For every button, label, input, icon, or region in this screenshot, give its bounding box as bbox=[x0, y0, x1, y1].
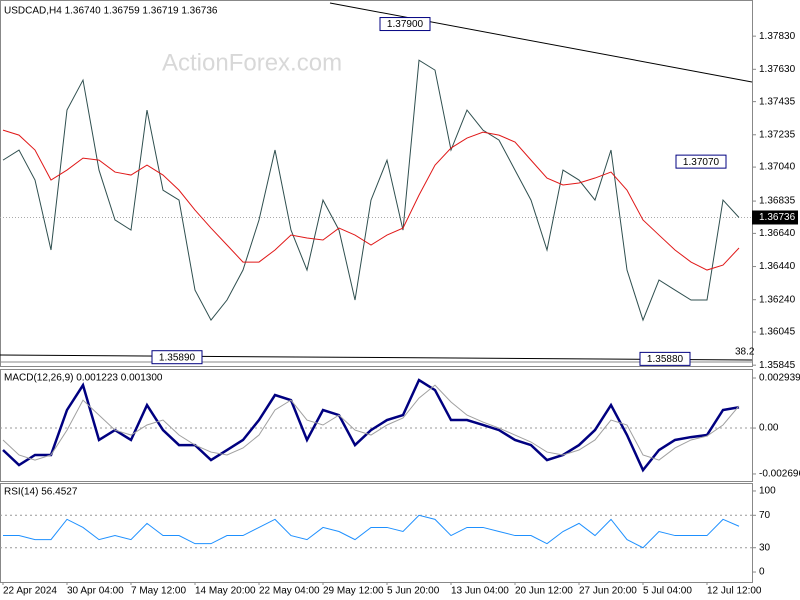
panel-title: USDCAD,H4 1.36740 1.36759 1.36719 1.3673… bbox=[4, 6, 218, 17]
last-price-box bbox=[752, 210, 798, 225]
y-tick-label: -0.002696 bbox=[759, 469, 800, 480]
y-tick-label: 1.36835 bbox=[759, 196, 796, 207]
y-tick-label: 0.002939 bbox=[759, 373, 800, 384]
x-tick-label: 7 May 12:00 bbox=[131, 586, 186, 597]
annotation-box bbox=[639, 351, 691, 366]
y-tick-label: 1.35845 bbox=[759, 360, 796, 371]
series-line bbox=[2, 378, 740, 473]
panel-title: MACD(12,26,9) 0.001223 0.001300 bbox=[4, 373, 163, 384]
x-tick-label: 20 Jun 12:00 bbox=[515, 586, 573, 597]
macd-frame bbox=[0, 369, 753, 482]
y-tick-label: 1.37235 bbox=[759, 129, 796, 140]
panel-title: RSI(14) 56.4527 bbox=[4, 487, 78, 498]
support-line bbox=[0, 354, 753, 361]
x-tick-label: 30 Apr 04:00 bbox=[67, 586, 124, 597]
fib-label: 38.2 bbox=[735, 347, 755, 358]
annotation-label: 1.37070 bbox=[683, 157, 720, 168]
annotation-box bbox=[675, 154, 727, 169]
rsi-frame bbox=[0, 483, 753, 583]
y-tick-label: 1.36640 bbox=[759, 228, 796, 239]
trend-line bbox=[329, 2, 753, 83]
x-tick-label: 29 May 12:00 bbox=[323, 586, 384, 597]
annotation-box bbox=[151, 350, 203, 365]
x-tick-label: 5 Jun 20:00 bbox=[387, 586, 440, 597]
x-tick-label: 27 Jun 20:00 bbox=[579, 586, 637, 597]
x-tick-label: 13 Jun 04:00 bbox=[451, 586, 509, 597]
annotation-box bbox=[379, 17, 431, 32]
series-line bbox=[3, 514, 740, 549]
y-tick-label: 1.36440 bbox=[759, 261, 796, 272]
watermark: ActionForex.com bbox=[162, 49, 342, 76]
y-tick-label: 1.37630 bbox=[759, 64, 796, 75]
annotation-label: 1.35880 bbox=[647, 354, 684, 365]
price-frame bbox=[0, 0, 753, 367]
y-tick-label: 100 bbox=[759, 486, 776, 497]
x-tick-label: 14 May 20:00 bbox=[195, 586, 256, 597]
last-price-label: 1.36736 bbox=[759, 212, 796, 223]
annotation-label: 1.35890 bbox=[159, 352, 196, 363]
y-tick-label: 1.37040 bbox=[759, 162, 796, 173]
y-tick-label: 0 bbox=[759, 567, 765, 578]
annotation-label: 1.37900 bbox=[387, 19, 424, 30]
y-tick-label: 1.37830 bbox=[759, 31, 796, 42]
series-line bbox=[2, 129, 740, 271]
series-line bbox=[2, 384, 740, 461]
y-tick-label: 1.37435 bbox=[759, 96, 796, 107]
x-tick-label: 12 Jul 12:00 bbox=[707, 586, 762, 597]
y-tick-label: 0.00 bbox=[759, 423, 779, 434]
series-line bbox=[2, 59, 740, 322]
y-tick-label: 1.36045 bbox=[759, 327, 796, 338]
x-tick-label: 5 Jul 04:00 bbox=[643, 586, 692, 597]
x-tick-label: 22 May 04:00 bbox=[259, 586, 320, 597]
y-tick-label: 70 bbox=[759, 510, 771, 521]
y-tick-label: 30 bbox=[759, 542, 771, 553]
x-tick-label: 22 Apr 2024 bbox=[3, 586, 57, 597]
y-tick-label: 1.36240 bbox=[759, 294, 796, 305]
